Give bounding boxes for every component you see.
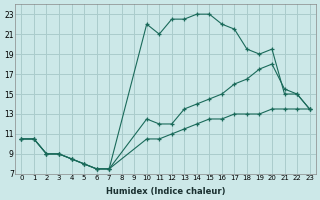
X-axis label: Humidex (Indice chaleur): Humidex (Indice chaleur) [106, 187, 225, 196]
